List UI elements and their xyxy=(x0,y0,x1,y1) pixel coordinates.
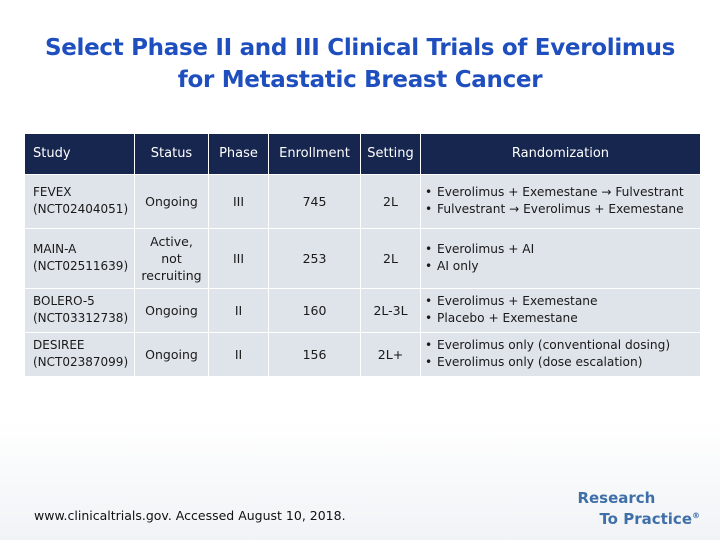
logo-line-1: Research xyxy=(577,489,656,507)
setting-cell: 2L xyxy=(360,227,421,289)
randomization-list: Everolimus + AI AI only xyxy=(425,241,696,275)
setting-cell: 2L-3L xyxy=(360,287,421,333)
source-footnote: www.clinicaltrials.gov. Accessed August … xyxy=(34,508,346,523)
randomization-cell: Everolimus + Exemestane Placebo + Exemes… xyxy=(420,287,701,333)
phase-cell: III xyxy=(208,173,269,229)
phase-cell: II xyxy=(208,287,269,333)
table-row: MAIN-A (NCT02511639) Active, not recruit… xyxy=(24,227,701,289)
header-study: Study xyxy=(24,134,135,175)
enrollment-cell: 160 xyxy=(268,287,361,333)
randomization-cell: Everolimus only (conventional dosing) Ev… xyxy=(420,331,701,377)
header-setting: Setting xyxy=(360,134,421,175)
randomization-cell: Everolimus + Exemestane → Fulvestrant Fu… xyxy=(420,173,701,229)
list-item: Fulvestrant → Everolimus + Exemestane xyxy=(425,201,696,218)
study-cell: BOLERO-5 (NCT03312738) xyxy=(24,287,135,333)
randomization-list: Everolimus only (conventional dosing) Ev… xyxy=(425,337,696,371)
setting-cell: 2L+ xyxy=(360,331,421,377)
randomization-cell: Everolimus + AI AI only xyxy=(420,227,701,289)
list-item: Everolimus only (dose escalation) xyxy=(425,354,696,371)
header-status: Status xyxy=(134,134,209,175)
title-line-1: Select Phase II and III Clinical Trials … xyxy=(44,35,676,61)
setting-cell: 2L xyxy=(360,173,421,229)
enrollment-cell: 253 xyxy=(268,227,361,289)
table-row: DESIREE (NCT02387099) Ongoing II 156 2L+… xyxy=(24,331,701,377)
study-id: (NCT03312738) xyxy=(33,311,129,325)
study-cell: DESIREE (NCT02387099) xyxy=(24,331,135,377)
arrow-right-icon: → xyxy=(509,202,520,216)
study-name: BOLERO-5 xyxy=(33,294,95,308)
logo-line-2: To Practice® xyxy=(599,510,700,528)
status-cell: Ongoing xyxy=(134,173,209,229)
header-enrollment: Enrollment xyxy=(268,134,361,175)
status-cell: Ongoing xyxy=(134,331,209,377)
title-line-2: for Metastatic Breast Cancer xyxy=(177,67,543,93)
study-id: (NCT02387099) xyxy=(33,355,129,369)
list-item: Placebo + Exemestane xyxy=(425,310,696,327)
randomization-list: Everolimus + Exemestane Placebo + Exemes… xyxy=(425,293,696,327)
list-item: AI only xyxy=(425,258,696,275)
header-randomization: Randomization xyxy=(420,134,701,175)
registered-mark: ® xyxy=(692,511,700,520)
status-line: recruiting xyxy=(141,267,202,283)
header-phase: Phase xyxy=(208,134,269,175)
trials-table: Study Status Phase Enrollment Setting Ra… xyxy=(24,134,701,377)
study-cell: FEVEX (NCT02404051) xyxy=(24,173,135,229)
study-id: (NCT02404051) xyxy=(33,202,129,216)
status-line: not xyxy=(161,250,182,266)
page-title: Select Phase II and III Clinical Trials … xyxy=(0,32,720,96)
study-cell: MAIN-A (NCT02511639) xyxy=(24,227,135,289)
status-cell: Ongoing xyxy=(134,287,209,333)
research-to-practice-logo: Research To Practice® xyxy=(577,490,700,528)
table-row: FEVEX (NCT02404051) Ongoing III 745 2L E… xyxy=(24,173,701,229)
table-header-row: Study Status Phase Enrollment Setting Ra… xyxy=(24,134,701,175)
list-item: Everolimus + Exemestane → Fulvestrant xyxy=(425,184,696,201)
study-name: FEVEX xyxy=(33,185,72,199)
status-cell: Active, not recruiting xyxy=(134,227,209,289)
study-id: (NCT02511639) xyxy=(33,259,129,273)
phase-cell: II xyxy=(208,331,269,377)
list-item: Everolimus + Exemestane xyxy=(425,293,696,310)
arrow-right-icon: → xyxy=(601,185,612,199)
enrollment-cell: 745 xyxy=(268,173,361,229)
enrollment-cell: 156 xyxy=(268,331,361,377)
list-item: Everolimus only (conventional dosing) xyxy=(425,337,696,354)
study-name: MAIN-A xyxy=(33,242,77,256)
status-line: Active, xyxy=(150,233,193,249)
phase-cell: III xyxy=(208,227,269,289)
study-name: DESIREE xyxy=(33,338,85,352)
randomization-list: Everolimus + Exemestane → Fulvestrant Fu… xyxy=(425,184,696,218)
list-item: Everolimus + AI xyxy=(425,241,696,258)
table-row: BOLERO-5 (NCT03312738) Ongoing II 160 2L… xyxy=(24,287,701,333)
